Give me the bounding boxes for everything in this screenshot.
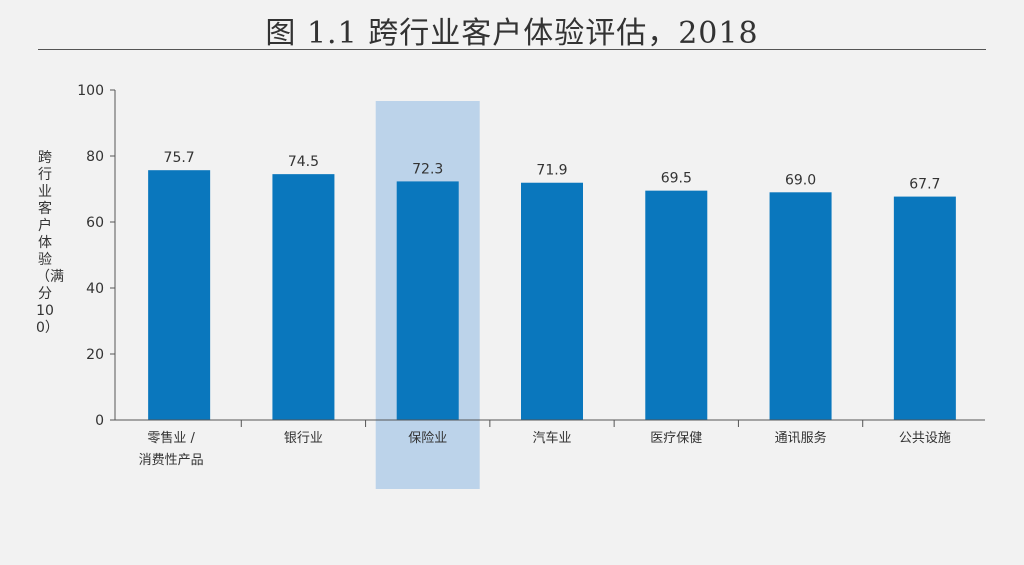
- chart-title: 图 1.1 跨行业客户体验评估，2018: [265, 16, 759, 51]
- x-category-label-line: 保险业: [408, 431, 447, 446]
- y-tick-label: 100: [77, 83, 104, 99]
- bar: [396, 181, 459, 420]
- x-category-label-line: 公共设施: [899, 431, 951, 446]
- bar: [148, 170, 211, 420]
- bar-value-label: 67.7: [909, 177, 940, 193]
- bar: [645, 190, 708, 420]
- x-category-label: 医疗保健: [650, 431, 702, 446]
- bar-value-label: 74.5: [288, 154, 319, 170]
- bar: [272, 174, 335, 420]
- x-category-label: 保险业: [408, 431, 447, 446]
- bar-value-label: 75.7: [164, 150, 195, 166]
- x-category-label-line: 消费性产品: [139, 453, 204, 468]
- bar-value-label: 69.0: [785, 172, 816, 188]
- x-category-label: 银行业: [284, 431, 323, 446]
- x-category-label-line: 零售业 /: [147, 430, 195, 446]
- x-category-label: 公共设施: [899, 431, 951, 446]
- bar-value-label: 71.9: [536, 163, 567, 179]
- y-tick-label: 80: [86, 149, 104, 165]
- y-tick-label: 40: [86, 281, 104, 297]
- bar-value-label: 69.5: [661, 171, 692, 187]
- y-tick-label: 0: [95, 413, 104, 429]
- title-divider: [38, 49, 986, 50]
- bar-value-label: 72.3: [412, 161, 443, 177]
- x-category-label: 汽车业: [532, 430, 571, 446]
- y-tick-label: 60: [86, 215, 104, 231]
- x-category-label-line: 通讯服务: [775, 430, 827, 446]
- y-axis-label: 跨行业客户体验（满分 100）: [36, 150, 64, 336]
- bar: [893, 196, 956, 420]
- x-category-label: 通讯服务: [775, 430, 827, 446]
- x-category-label: 零售业 / 消费性产品: [139, 430, 204, 468]
- bar: [769, 192, 832, 420]
- bar: [521, 182, 583, 420]
- x-category-label-line: 医疗保健: [650, 431, 702, 446]
- x-category-label-line: 银行业: [284, 431, 323, 446]
- y-tick-label: 20: [86, 347, 104, 363]
- x-category-label-line: 汽车业: [532, 430, 571, 446]
